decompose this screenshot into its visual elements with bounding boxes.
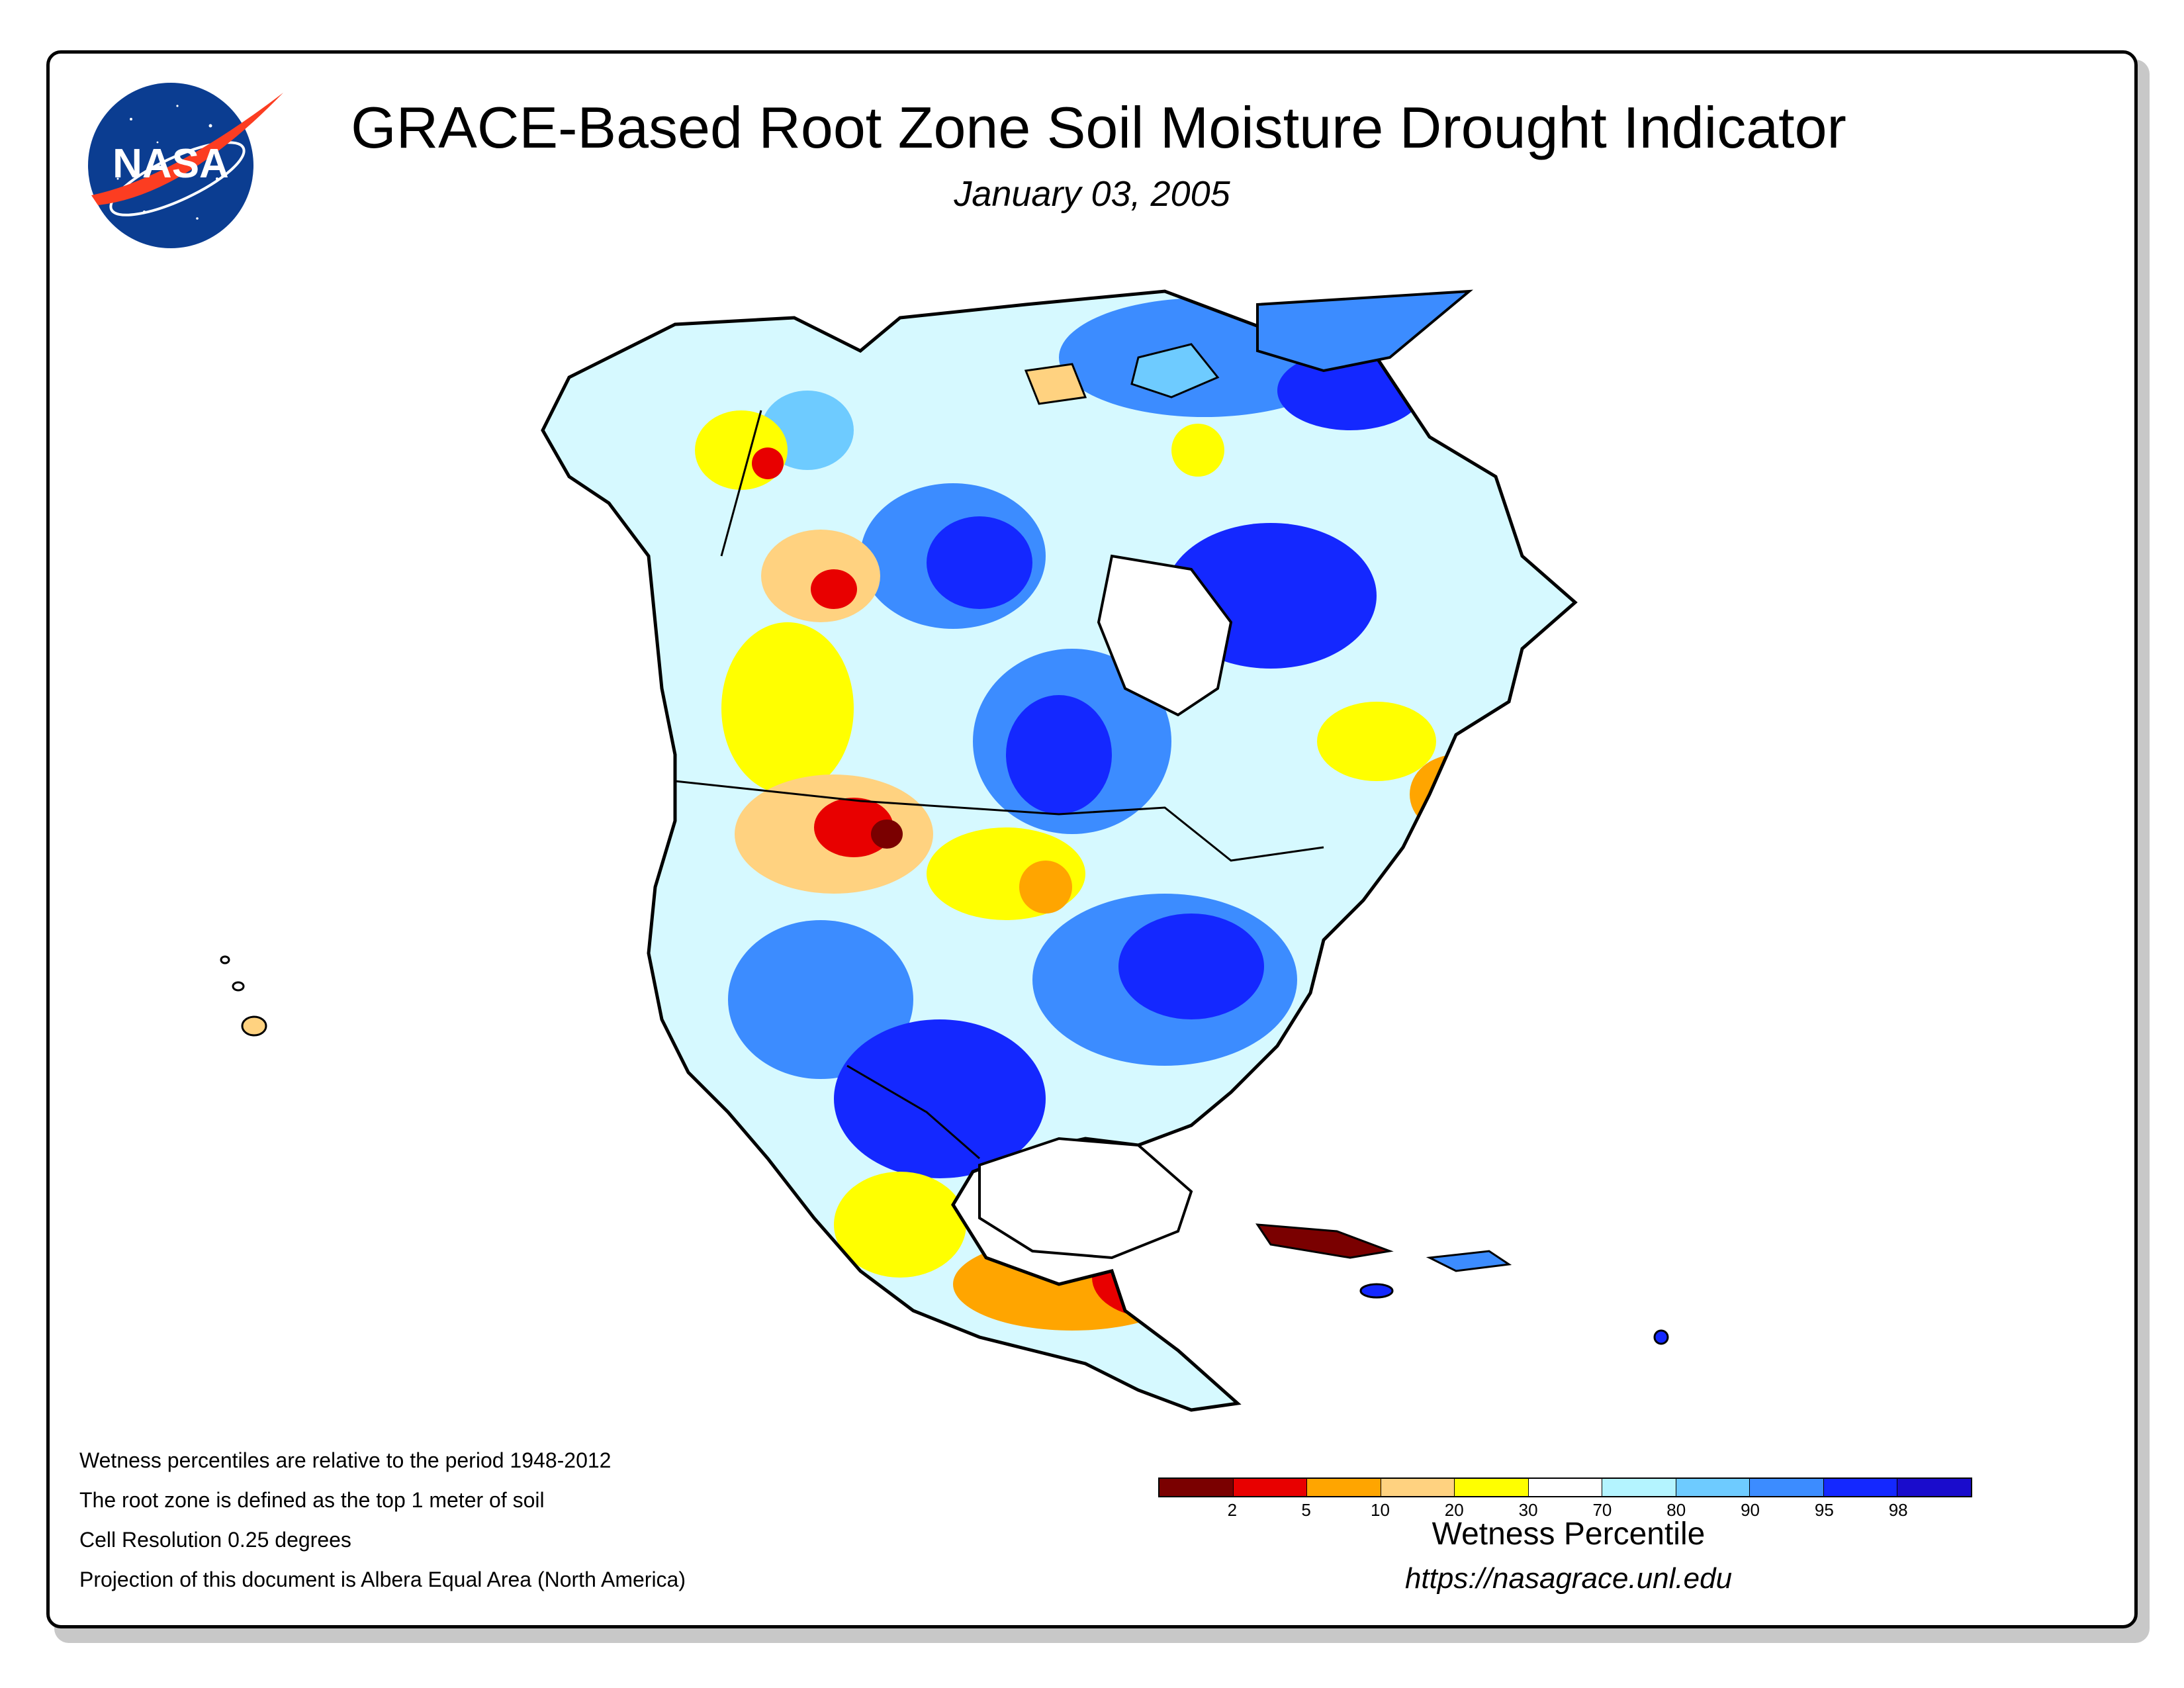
note-root-zone: The root zone is defined as the top 1 me… [79, 1488, 545, 1512]
legend-swatch [1602, 1479, 1676, 1496]
svg-text:NASA: NASA [113, 141, 229, 187]
notes: Wetness percentiles are relative to the … [79, 1448, 686, 1607]
map-date: January 03, 2005 [954, 174, 1230, 214]
nasa-logo-icon: NASA [88, 83, 283, 248]
page-title: GRACE-Based Root Zone Soil Moisture Drou… [351, 95, 1846, 160]
legend: 2 5 10 20 30 70 80 90 95 98 [1158, 1477, 1972, 1557]
north-america-map [220, 289, 1669, 1412]
legend-swatch [1823, 1479, 1898, 1496]
note-period: Wetness percentiles are relative to the … [79, 1448, 612, 1472]
legend-swatch [1307, 1479, 1381, 1496]
source-url[interactable]: https://nasagrace.unl.edu [1404, 1562, 1733, 1595]
legend-swatch [1676, 1479, 1751, 1496]
legend-tick-label: 95 [1814, 1500, 1834, 1520]
legend-swatch [1381, 1479, 1455, 1496]
legend-swatch [1233, 1479, 1308, 1496]
note-resolution: Cell Resolution 0.25 degrees [79, 1528, 351, 1552]
legend-colorbar [1158, 1477, 1972, 1497]
legend-tick-label: 5 [1301, 1500, 1311, 1520]
legend-tick-label: 70 [1592, 1500, 1612, 1520]
legend-tick-label: 2 [1227, 1500, 1238, 1520]
note-projection: Projection of this document is Albera Eq… [79, 1568, 686, 1591]
legend-tick-label: 90 [1741, 1500, 1760, 1520]
legend-tick-label: 98 [1888, 1500, 1908, 1520]
legend-tick-label: 20 [1444, 1500, 1464, 1520]
legend-swatch [1897, 1479, 1972, 1496]
legend-ticks: 2 5 10 20 30 70 80 90 95 98 [1158, 1497, 1972, 1524]
legend-swatch [1455, 1479, 1529, 1496]
legend-tick-label: 10 [1370, 1500, 1390, 1520]
legend-title: Wetness Percentile [1432, 1517, 1706, 1552]
legend-tick-label: 30 [1518, 1500, 1538, 1520]
legend-swatch [1160, 1479, 1234, 1496]
legend-swatch [1528, 1479, 1603, 1496]
legend-swatch [1750, 1479, 1824, 1496]
legend-tick-label: 80 [1666, 1500, 1686, 1520]
